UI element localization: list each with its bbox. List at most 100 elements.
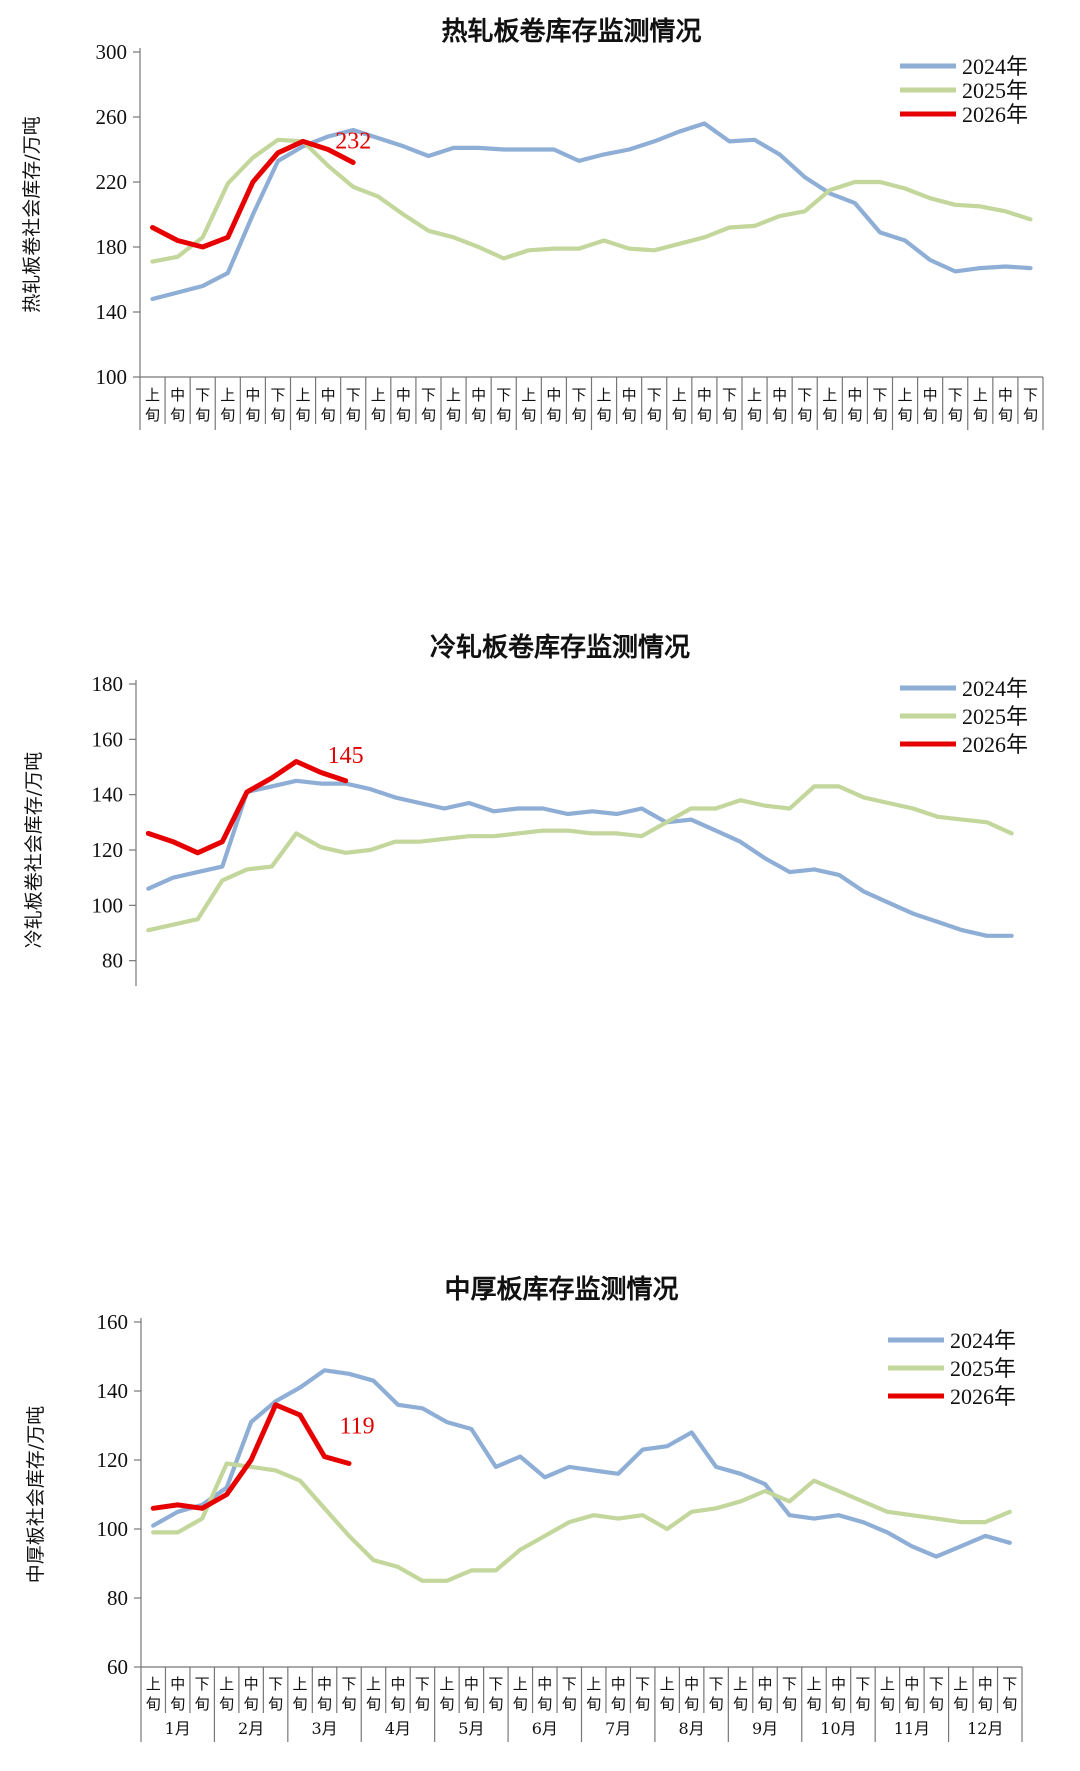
x-tick-label-top: 上 [747,386,762,404]
x-tick-label-top: 中 [396,386,411,404]
x-tick-label-top: 下 [722,386,737,404]
x-tick-label-bottom: 旬 [797,406,812,424]
x-tick-label-top: 上 [145,386,160,404]
x-tick-label-top: 下 [342,1675,357,1693]
x-tick-label-top: 上 [953,1675,968,1693]
x-tick-label-top: 中 [847,386,862,404]
series-line-2024年 [146,778,1014,938]
x-tick-label-top: 下 [195,1675,210,1693]
x-tick-label-bottom: 旬 [1002,1695,1017,1713]
x-tick-label-top: 下 [948,386,963,404]
chart-cold-rolled: 冷轧板卷库存监测情况冷轧板卷社会库存/万吨6080100120140160180… [23,632,1028,986]
x-tick-label-top: 下 [782,1675,797,1693]
series-line-2026年 [150,138,356,250]
x-tick-label-top: 中 [622,386,637,404]
x-tick-label-top: 下 [709,1675,724,1693]
x-tick-label-bottom: 旬 [855,1695,870,1713]
x-tick-label-top: 中 [697,386,712,404]
x-tick-label-top: 中 [923,386,938,404]
x-tick-label-top: 上 [672,386,687,404]
x-tick-label-top: 上 [219,1675,234,1693]
y-axis-label: 冷轧板卷社会库存/万吨 [23,752,45,948]
x-tick-label-top: 上 [806,1675,821,1693]
x-tick-label-bottom: 旬 [747,406,762,424]
x-tick-label-top: 上 [296,386,311,404]
y-tick-label: 140 [97,1379,129,1403]
legend-label: 2024年 [950,1328,1016,1353]
x-tick-label-bottom: 旬 [146,1695,161,1713]
y-tick-label: 260 [96,105,128,129]
x-tick-label-bottom: 旬 [978,1695,993,1713]
x-tick-label-top: 上 [513,1675,528,1693]
month-label: 4月 [390,429,416,430]
series-line-2024年 [150,121,1033,302]
x-tick-label-bottom: 旬 [521,406,536,424]
x-tick-label-bottom: 旬 [513,1695,528,1713]
x-tick-label-top: 下 [571,386,586,404]
x-tick-label-bottom: 旬 [195,406,210,424]
legend-label: 2026年 [962,732,1028,757]
y-tick-label: 60 [107,1655,128,1679]
x-tick-label-top: 下 [929,1675,944,1693]
x-tick-label-top: 中 [170,1675,185,1693]
x-tick-label-bottom: 旬 [245,406,260,424]
x-tick-label-bottom: 旬 [446,406,461,424]
x-tick-label-bottom: 旬 [396,406,411,424]
month-label: 12月 [967,1719,1003,1738]
y-tick-label: 100 [96,365,128,389]
x-tick-label-bottom: 旬 [562,1695,577,1713]
series-line-2025年 [151,1461,1012,1583]
month-label: 9月 [752,1719,778,1738]
chart-panel-medium-plate: 中厚板库存监测情况 中厚板社会库存/万吨 60 80 100 120 140 160 上旬中旬下… [0,1130,1080,1760]
x-tick-label-bottom: 旬 [537,1695,552,1713]
x-tick-label-bottom: 旬 [546,406,561,424]
x-tick-label-bottom: 旬 [390,1695,405,1713]
legend-label: 2024年 [962,676,1028,701]
x-tick-label-bottom: 旬 [268,1695,283,1713]
y-tick-label: 80 [102,949,123,973]
month-label: 8月 [679,1719,705,1738]
y-tick-label: 120 [97,1448,129,1472]
x-tick-label-bottom: 旬 [660,1695,675,1713]
month-label: 8月 [691,429,717,430]
x-tick-label-top: 上 [733,1675,748,1693]
x-tick-label-top: 下 [346,386,361,404]
x-tick-label-bottom: 旬 [831,1695,846,1713]
x-tick-label-top: 上 [439,1675,454,1693]
series-line-2026年 [150,1402,352,1511]
x-tick-label-top: 上 [446,386,461,404]
series-line-2024年 [151,1368,1012,1559]
data-label-annotation: 232 [335,129,371,155]
series-line-2025年 [146,784,1014,933]
y-tick-label: 180 [92,672,124,696]
legend-label: 2025年 [962,704,1028,729]
x-tick-label-bottom: 旬 [571,406,586,424]
chart-title: 热轧板卷库存监测情况 [441,17,701,47]
x-tick-label-bottom: 旬 [415,1695,430,1713]
x-tick-label-top: 中 [978,1675,993,1693]
x-tick-label-bottom: 旬 [170,406,185,424]
x-tick-label-top: 上 [822,386,837,404]
x-tick-label-bottom: 旬 [496,406,511,424]
x-tick-label-bottom: 旬 [464,1695,479,1713]
x-tick-label-bottom: 旬 [953,1695,968,1713]
x-tick-label-top: 上 [371,386,386,404]
x-tick-label-top: 上 [586,1675,601,1693]
x-tick-label-bottom: 旬 [880,1695,895,1713]
y-tick-label: 100 [97,1517,129,1541]
x-tick-label-bottom: 旬 [366,1695,381,1713]
y-tick-label: 160 [97,1310,129,1334]
x-tick-label-top: 下 [647,386,662,404]
chart-title: 冷轧板卷库存监测情况 [430,632,690,663]
x-tick-label-bottom: 旬 [321,406,336,424]
chart-panel-cold-rolled: 冷轧板卷库存监测情况冷轧板卷社会库存/万吨6080100120140160180… [0,556,1080,986]
x-tick-label-top: 下 [1002,1675,1017,1693]
x-tick-label-top: 中 [245,386,260,404]
x-tick-label-top: 上 [880,1675,895,1693]
month-label: 10月 [820,1719,856,1738]
month-label: 3月 [311,1719,337,1738]
x-tick-label-bottom: 旬 [611,1695,626,1713]
x-tick-label-top: 下 [488,1675,503,1693]
x-tick-label-bottom: 旬 [898,406,913,424]
